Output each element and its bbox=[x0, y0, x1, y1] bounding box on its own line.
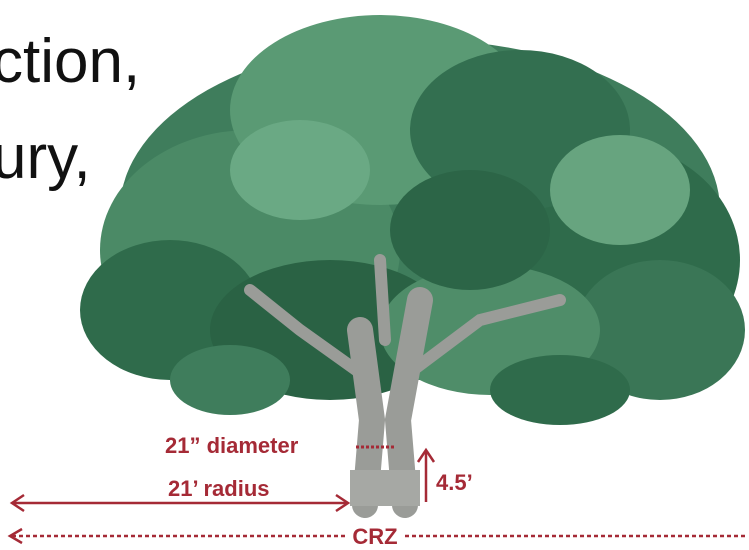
crz-label: CRZ bbox=[352, 524, 397, 549]
trunk-base bbox=[350, 470, 420, 506]
page: ction, ury, 21” diameter 4.5’ 21’ radius… bbox=[0, 0, 749, 550]
slide-text: ury, bbox=[0, 123, 91, 192]
tree-diagram: ction, ury, 21” diameter 4.5’ 21’ radius… bbox=[0, 0, 749, 550]
radius-label: 21’ radius bbox=[168, 476, 270, 501]
slide-text: ction, bbox=[0, 27, 140, 96]
height-label: 4.5’ bbox=[436, 470, 473, 495]
diameter-label: 21” diameter bbox=[165, 433, 299, 458]
